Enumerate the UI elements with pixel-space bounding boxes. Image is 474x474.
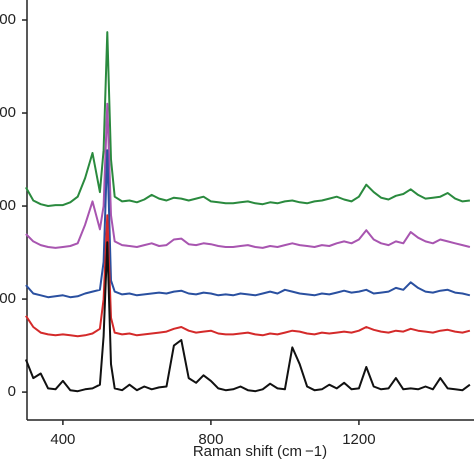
y-tick-label: 3000 [0, 104, 16, 121]
spectrum-line [24, 241, 471, 393]
x-axis-label: Raman shift (cm −1) [193, 443, 327, 460]
spectrum-line [25, 149, 471, 299]
x-tick-label: 1200 [342, 431, 375, 448]
spectrum-line [25, 102, 471, 249]
y-tick-label: 1000 [0, 290, 16, 307]
y-tick-label: 4000 [0, 11, 16, 28]
spectrum-line [25, 214, 471, 338]
y-tick-label: 0 [8, 383, 16, 400]
spectrum-line [25, 31, 471, 207]
x-tick-label: 800 [198, 431, 223, 448]
y-tick-label: 2000 [0, 197, 16, 214]
x-tick-label: 400 [50, 431, 75, 448]
